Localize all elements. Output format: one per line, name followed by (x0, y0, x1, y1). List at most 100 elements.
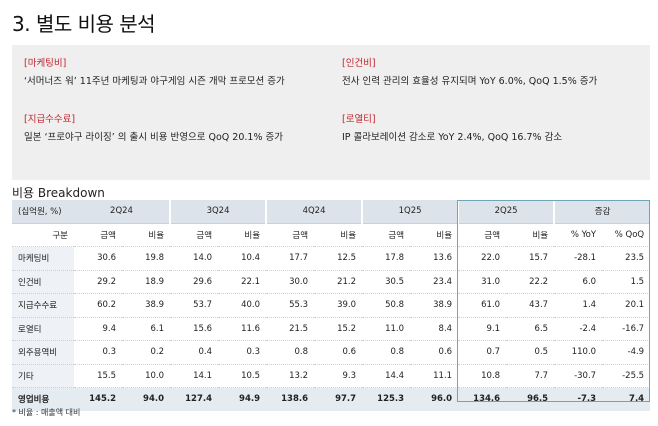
page-title: 3. 별도 비용 분석 (12, 12, 156, 36)
period-header: 1Q25 (361, 200, 459, 224)
table-cell: 29.6 (170, 270, 219, 294)
table-cell: 0.2 (122, 340, 171, 365)
subheader-col: % YoY (554, 223, 603, 247)
table-cell: 110.0 (554, 340, 603, 365)
subheader-col: 비율 (410, 223, 459, 247)
table-cell: 6.5 (506, 317, 555, 341)
subheader-col: 비율 (314, 223, 363, 247)
table-cell: 19.8 (122, 246, 171, 271)
table-cell: 13.6 (410, 246, 459, 271)
total-cell: 94.0 (122, 387, 171, 411)
total-row: 영업비용 145.2 94.0 127.4 94.9 138.6 97.7 125.3 96.0… (12, 387, 651, 411)
table-cell: -16.7 (602, 317, 651, 341)
table-cell: 17.8 (362, 246, 411, 271)
table-cell: 30.0 (266, 270, 315, 294)
table-cell: 12.5 (314, 246, 363, 271)
table-cell: 15.2 (314, 317, 363, 341)
table-cell: 15.7 (506, 246, 555, 271)
subheader-col: 금액 (74, 223, 122, 247)
summary-royalty: [로열티] IP 콜라보레이션 감소로 YoY 2.4%, QoQ 16.7% … (342, 111, 562, 143)
cost-breakdown-table: (십억원, %) 2Q24 3Q24 4Q24 1Q25 2Q25 증감 구분 금액 비율 금액 비율… (12, 200, 651, 411)
table-cell: 30.6 (74, 246, 122, 271)
table-row: 외주용역비 0.3 0.2 0.4 0.3 0.8 0.6 0.8 0.6 0.7 0.5 110.0… (12, 340, 651, 365)
summary-labor-tag: [인건비] (342, 58, 376, 69)
table-cell: 55.3 (266, 293, 315, 318)
table-cell: 22.2 (506, 270, 555, 294)
table-cell: 40.0 (218, 293, 267, 318)
period-header: 4Q24 (265, 200, 363, 224)
summary-marketing-text: ‘서머너즈 워’ 11주년 마케팅과 야구게임 시즌 개막 프로모션 증가 (24, 76, 285, 87)
summary-marketing: [마케팅비] ‘서머너즈 워’ 11주년 마케팅과 야구게임 시즌 개막 프로모… (24, 55, 285, 87)
period-header: 증감 (553, 200, 651, 224)
table-cell: 13.2 (266, 364, 315, 388)
subheader-col: 비율 (506, 223, 555, 247)
table-cell: 11.6 (218, 317, 267, 341)
summary-labor: [인건비] 전사 인력 관리의 효율성 유지되며 YoY 6.0%, QoQ 1… (342, 55, 597, 87)
summary-royalty-tag: [로열티] (342, 114, 376, 125)
table-cell: -28.1 (554, 246, 603, 271)
table-cell: -30.7 (554, 364, 603, 388)
period-header: 2Q24 (74, 200, 171, 224)
summary-fees-text: 일본 ‘프로야구 라이징’ 의 출시 비용 반영으로 QoQ 20.1% 증가 (24, 132, 283, 143)
subheader-col: 금액 (362, 223, 411, 247)
table-cell: 7.7 (506, 364, 555, 388)
table-cell: 39.0 (314, 293, 363, 318)
table-row: 기타 15.5 10.0 14.1 10.5 13.2 9.3 14.4 11.1 10.8 7.7… (12, 364, 651, 388)
total-cell: 125.3 (362, 387, 411, 411)
total-cell: 138.6 (266, 387, 315, 411)
table-cell: 43.7 (506, 293, 555, 318)
table-cell: 0.6 (410, 340, 459, 365)
table-cell: 53.7 (170, 293, 219, 318)
subheader-col: 금액 (266, 223, 315, 247)
table-cell: 0.3 (218, 340, 267, 365)
subheader-col: 비율 (122, 223, 171, 247)
table-cell: 30.5 (362, 270, 411, 294)
table-cell: 8.4 (410, 317, 459, 341)
table-cell: 9.3 (314, 364, 363, 388)
table-cell: 0.5 (506, 340, 555, 365)
row-label: 인건비 (12, 270, 74, 294)
table-cell: 29.2 (74, 270, 122, 294)
table-cell: 9.4 (74, 317, 122, 341)
header-row-periods: (십억원, %) 2Q24 3Q24 4Q24 1Q25 2Q25 증감 (12, 200, 651, 224)
table-row: 지급수수료 60.2 38.9 53.7 40.0 55.3 39.0 50.8 38.9 61.… (12, 293, 651, 318)
table-cell: 0.4 (170, 340, 219, 365)
table-cell: 15.5 (74, 364, 122, 388)
table-cell: 21.5 (266, 317, 315, 341)
table-cell: 20.1 (602, 293, 651, 318)
table-cell: 21.2 (314, 270, 363, 294)
summary-marketing-tag: [마케팅비] (24, 58, 67, 69)
summary-fees-tag: [지급수수료] (24, 114, 76, 125)
table-cell: 0.6 (314, 340, 363, 365)
breakdown-heading: 비용 Breakdown (12, 186, 105, 200)
table-cell: 23.5 (602, 246, 651, 271)
row-label: 외주용역비 (12, 340, 74, 365)
subheader-col: 금액 (458, 223, 507, 247)
table-cell: 0.8 (362, 340, 411, 365)
table-row: 인건비 29.2 18.9 29.6 22.1 30.0 21.2 30.5 23.4 31.0 2… (12, 270, 651, 294)
table-cell: 6.1 (122, 317, 171, 341)
subheader-col: 비율 (218, 223, 267, 247)
period-header: 2Q25 (457, 200, 555, 224)
table-cell: 10.4 (218, 246, 267, 271)
total-cell: 7.4 (602, 387, 651, 411)
table-cell: 22.1 (218, 270, 267, 294)
total-cell: 127.4 (170, 387, 219, 411)
table-cell: 15.6 (170, 317, 219, 341)
table-cell: 38.9 (410, 293, 459, 318)
table-cell: 22.0 (458, 246, 507, 271)
subheader-col: % QoQ (602, 223, 651, 247)
table-cell: 18.9 (122, 270, 171, 294)
table-cell: 11.0 (362, 317, 411, 341)
table-cell: 10.8 (458, 364, 507, 388)
table-cell: 38.9 (122, 293, 171, 318)
table-row: 로열티 9.4 6.1 15.6 11.6 21.5 15.2 11.0 8.4 9.1 6.5 -2… (12, 317, 651, 341)
summary-fees: [지급수수료] 일본 ‘프로야구 라이징’ 의 출시 비용 반영으로 QoQ 2… (24, 111, 283, 143)
header-row-subcols: 구분 금액 비율 금액 비율 금액 비율 금액 비율 금액 비율% YoY% QoQ (12, 223, 651, 247)
table-cell: 0.7 (458, 340, 507, 365)
total-cell: 145.2 (74, 387, 122, 411)
table-cell: -2.4 (554, 317, 603, 341)
summary-royalty-text: IP 콜라보레이션 감소로 YoY 2.4%, QoQ 16.7% 감소 (342, 132, 563, 143)
table-cell: 0.3 (74, 340, 122, 365)
table-cell: 14.4 (362, 364, 411, 388)
